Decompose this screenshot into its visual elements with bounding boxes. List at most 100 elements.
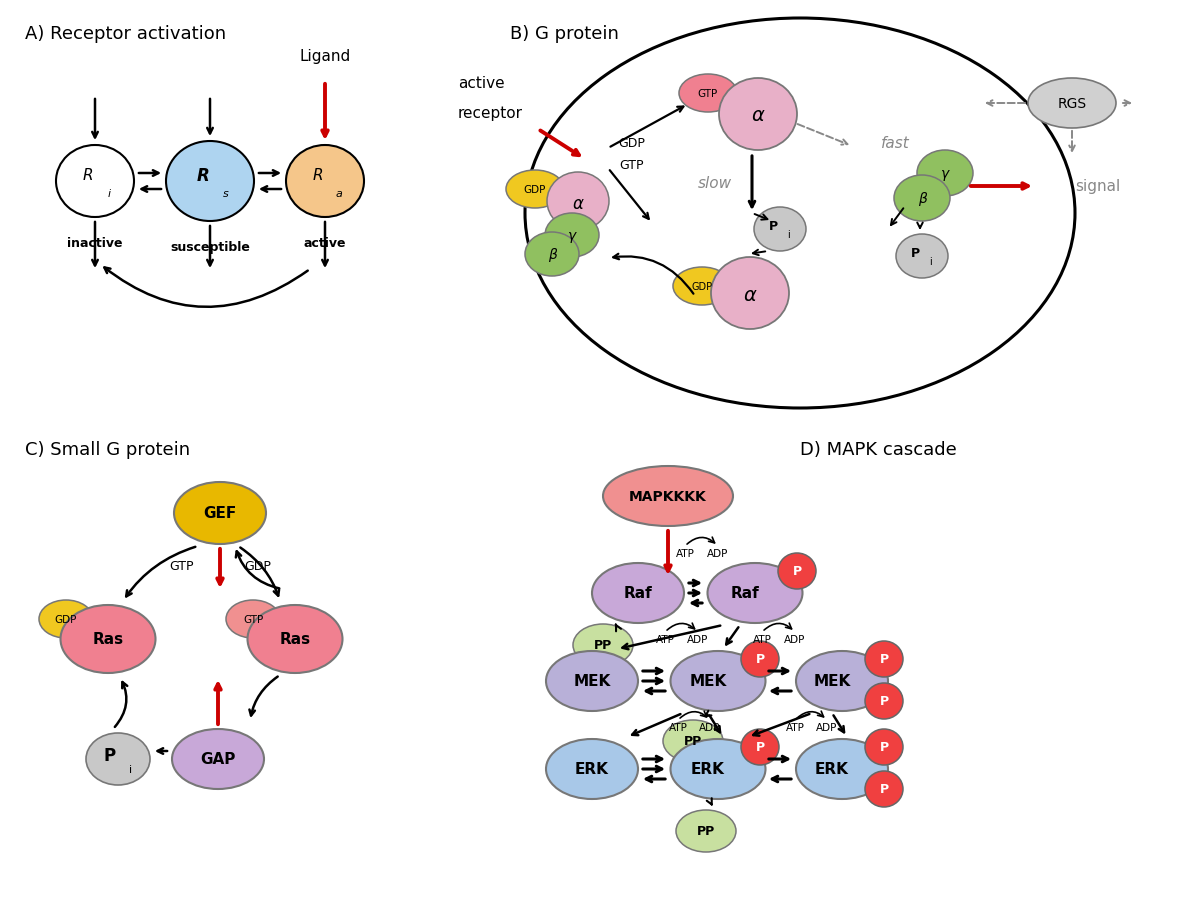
- Text: i: i: [929, 257, 931, 267]
- Text: P: P: [880, 783, 888, 795]
- Text: ATP: ATP: [676, 548, 695, 558]
- Ellipse shape: [754, 208, 806, 251]
- Text: P: P: [911, 247, 919, 261]
- Ellipse shape: [865, 683, 904, 719]
- Ellipse shape: [865, 771, 904, 807]
- Ellipse shape: [796, 651, 888, 711]
- Text: Ras: Ras: [280, 632, 311, 647]
- Ellipse shape: [917, 151, 973, 197]
- Ellipse shape: [676, 810, 736, 852]
- Text: MEK: MEK: [574, 674, 611, 689]
- Text: P: P: [792, 565, 802, 578]
- Text: ATP: ATP: [786, 722, 804, 732]
- Text: GTP: GTP: [698, 89, 718, 99]
- Text: ATP: ATP: [668, 722, 688, 732]
- Ellipse shape: [226, 600, 280, 639]
- Text: ADP: ADP: [785, 634, 805, 644]
- Text: P: P: [756, 653, 764, 666]
- Text: GTP: GTP: [619, 159, 644, 172]
- Text: R: R: [197, 167, 209, 185]
- Ellipse shape: [56, 146, 134, 218]
- Ellipse shape: [778, 553, 816, 589]
- Text: GDP: GDP: [55, 614, 77, 624]
- Text: P: P: [880, 741, 888, 753]
- Ellipse shape: [708, 563, 803, 623]
- Text: R: R: [83, 169, 94, 183]
- Ellipse shape: [894, 176, 950, 221]
- Text: P: P: [104, 746, 116, 764]
- Text: MEK: MEK: [689, 674, 727, 689]
- Text: ERK: ERK: [815, 762, 848, 777]
- Ellipse shape: [60, 605, 156, 673]
- Text: ADP: ADP: [700, 722, 721, 732]
- Text: GDP: GDP: [245, 560, 271, 573]
- Ellipse shape: [546, 651, 638, 711]
- Text: ADP: ADP: [816, 722, 838, 732]
- Text: GAP: GAP: [200, 752, 235, 767]
- Text: ADP: ADP: [688, 634, 709, 644]
- Ellipse shape: [174, 483, 266, 545]
- Ellipse shape: [547, 173, 610, 230]
- Text: ERK: ERK: [575, 762, 608, 777]
- Text: GEF: GEF: [203, 506, 236, 521]
- Ellipse shape: [796, 739, 888, 799]
- Text: Raf: Raf: [624, 586, 653, 601]
- Ellipse shape: [673, 268, 731, 306]
- Text: i: i: [130, 764, 132, 774]
- Text: MAPKKKK: MAPKKKK: [629, 489, 707, 504]
- Text: β: β: [918, 192, 926, 206]
- Ellipse shape: [742, 641, 779, 677]
- Ellipse shape: [604, 466, 733, 527]
- Ellipse shape: [545, 214, 599, 258]
- Text: MEK: MEK: [814, 674, 851, 689]
- Text: β: β: [547, 248, 557, 261]
- Ellipse shape: [172, 729, 264, 789]
- Ellipse shape: [574, 624, 634, 666]
- Text: P: P: [768, 220, 778, 233]
- Ellipse shape: [247, 605, 342, 673]
- Text: slow: slow: [698, 177, 732, 191]
- Ellipse shape: [86, 733, 150, 785]
- Ellipse shape: [865, 641, 904, 677]
- Text: Ras: Ras: [92, 632, 124, 647]
- Text: γ: γ: [568, 229, 576, 242]
- Text: α: α: [572, 195, 583, 213]
- Text: A) Receptor activation: A) Receptor activation: [25, 25, 226, 43]
- Text: Ligand: Ligand: [299, 49, 350, 65]
- Text: α: α: [751, 107, 764, 126]
- Text: P: P: [880, 653, 888, 666]
- Text: P: P: [880, 695, 888, 708]
- Text: GTP: GTP: [242, 614, 263, 624]
- Ellipse shape: [671, 739, 766, 799]
- Text: ADP: ADP: [707, 548, 728, 558]
- Ellipse shape: [662, 721, 722, 763]
- Text: i: i: [787, 230, 790, 240]
- Text: GDP: GDP: [691, 281, 713, 292]
- Text: GTP: GTP: [169, 560, 194, 573]
- Text: α: α: [744, 286, 756, 305]
- Text: GDP: GDP: [524, 185, 546, 195]
- Ellipse shape: [1028, 79, 1116, 128]
- Text: RGS: RGS: [1057, 97, 1086, 111]
- Text: γ: γ: [941, 167, 949, 180]
- Text: GDP: GDP: [618, 138, 646, 150]
- Ellipse shape: [286, 146, 364, 218]
- Ellipse shape: [710, 258, 790, 330]
- Ellipse shape: [166, 142, 254, 221]
- Ellipse shape: [592, 563, 684, 623]
- Ellipse shape: [671, 651, 766, 711]
- Ellipse shape: [719, 79, 797, 151]
- Text: active: active: [304, 237, 347, 251]
- Text: s: s: [223, 189, 229, 199]
- Text: ATP: ATP: [655, 634, 674, 644]
- Text: receptor: receptor: [458, 107, 523, 121]
- Text: a: a: [336, 189, 342, 199]
- Ellipse shape: [679, 75, 737, 113]
- Text: C) Small G protein: C) Small G protein: [25, 441, 190, 458]
- Text: susceptible: susceptible: [170, 241, 250, 254]
- Ellipse shape: [40, 600, 94, 639]
- Text: inactive: inactive: [67, 237, 122, 251]
- Text: B) G protein: B) G protein: [510, 25, 619, 43]
- Text: ATP: ATP: [752, 634, 772, 644]
- Text: PP: PP: [684, 734, 702, 748]
